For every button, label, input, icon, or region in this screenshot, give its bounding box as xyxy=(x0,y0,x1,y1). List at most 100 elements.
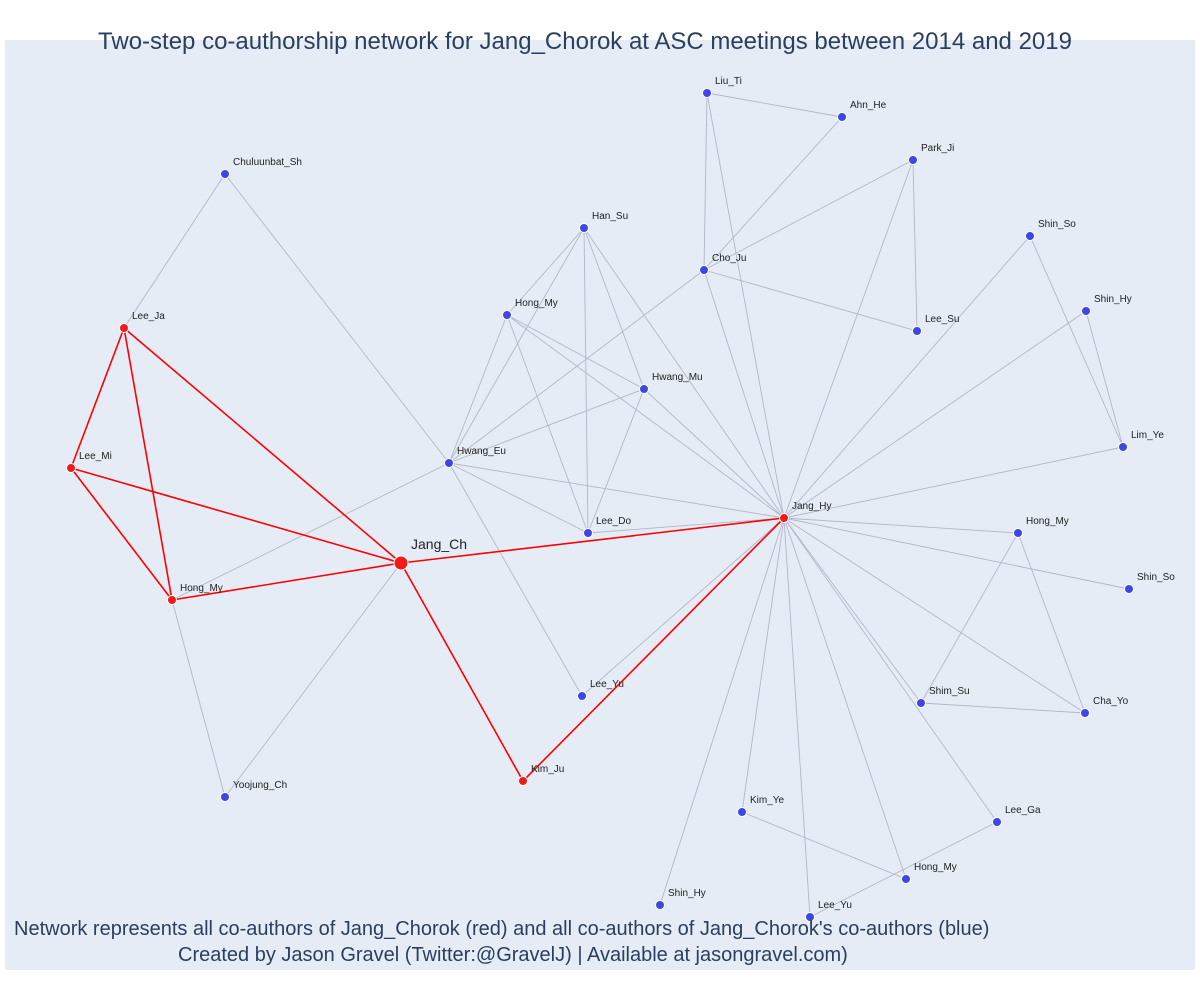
node-label-liu_ti: Liu_Ti xyxy=(715,76,742,87)
edge-shin_so_r-jang_hy xyxy=(783,517,1130,590)
edge-hong_my_r-shim_su xyxy=(920,532,1019,704)
node-label-hwang_eu: Hwang_Eu xyxy=(457,446,506,457)
node-label-hwang_mu: Hwang_Mu xyxy=(652,372,703,383)
edge-hwang_eu-cho_ju xyxy=(448,269,705,464)
node-lee_mi[interactable] xyxy=(66,463,76,473)
node-label-shin_so_t: Shin_So xyxy=(1038,219,1076,230)
edge-hong_my_l-yoojung_ch xyxy=(171,599,226,798)
node-label-jang_hy: Jang_Hy xyxy=(792,501,831,512)
edge-lee_ja-lee_mi xyxy=(70,327,125,469)
edge-hong_my_b-jang_hy xyxy=(783,517,907,880)
node-label-lim_ye: Lim_Ye xyxy=(1131,430,1164,441)
node-park_ji[interactable] xyxy=(908,155,918,165)
node-hwang_mu[interactable] xyxy=(639,384,649,394)
node-lee_yu_c[interactable] xyxy=(577,691,587,701)
edge-hong_my_r-jang_hy xyxy=(783,517,1019,534)
node-cho_ju[interactable] xyxy=(699,265,709,275)
edge-shin_hy_b-jang_hy xyxy=(659,517,785,906)
node-hong_my_c[interactable] xyxy=(502,310,512,320)
edge-lee_do-jang_hy xyxy=(587,517,785,534)
edge-jang_ch-kim_ju xyxy=(400,562,524,782)
node-shin_so_r[interactable] xyxy=(1124,584,1134,594)
node-layer xyxy=(66,88,1134,922)
edge-liu_ti-ahn_he xyxy=(706,92,843,118)
node-label-hong_my_l: Hong_My xyxy=(180,583,223,594)
node-shin_hy_b[interactable] xyxy=(655,900,665,910)
node-ahn_he[interactable] xyxy=(837,112,847,122)
edge-han_su-lee_do xyxy=(583,227,589,534)
node-label-lee_yu_b: Lee_Yu xyxy=(818,900,852,911)
edge-shin_hy_t-jang_hy xyxy=(783,310,1087,519)
node-label-chuluunbat_sh: Chuluunbat_Sh xyxy=(233,157,302,168)
edge-lee_ga-lee_yu_b xyxy=(809,821,998,918)
node-hong_my_b[interactable] xyxy=(901,874,911,884)
node-lee_do[interactable] xyxy=(583,528,593,538)
node-label-shin_so_r: Shin_So xyxy=(1137,572,1175,583)
node-label-hong_my_b: Hong_My xyxy=(914,862,957,873)
edge-park_ji-lee_su xyxy=(912,159,918,332)
edge-shin_so_t-lim_ye xyxy=(1029,235,1124,448)
node-lee_yu_b[interactable] xyxy=(805,912,815,922)
edge-han_su-hwang_mu xyxy=(583,227,645,390)
edge-lee_yu_c-jang_hy xyxy=(581,517,785,697)
node-shin_so_t[interactable] xyxy=(1025,231,1035,241)
node-chuluunbat_sh[interactable] xyxy=(220,169,230,179)
edge-lee_yu_b-jang_hy xyxy=(783,517,811,918)
node-lee_su[interactable] xyxy=(912,326,922,336)
edge-shin_hy_t-lim_ye xyxy=(1085,310,1124,448)
node-label-lee_yu_c: Lee_Yu xyxy=(590,679,624,690)
edge-shin_so_t-jang_hy xyxy=(783,235,1031,519)
node-jang_ch[interactable] xyxy=(393,555,409,571)
node-han_su[interactable] xyxy=(579,223,589,233)
node-label-shim_su: Shim_Su xyxy=(929,686,970,697)
node-label-lee_su: Lee_Su xyxy=(925,314,959,325)
edge-lee_ga-jang_hy xyxy=(783,517,998,823)
node-yoojung_ch[interactable] xyxy=(220,792,230,802)
node-jang_hy[interactable] xyxy=(779,513,789,523)
edge-jang_ch-lee_ja xyxy=(123,327,402,564)
edge-hwang_eu-hwang_mu xyxy=(448,388,645,464)
node-label-lee_mi: Lee_Mi xyxy=(79,451,112,462)
node-label-hong_my_r: Hong_My xyxy=(1026,516,1069,527)
edge-shim_su-jang_hy xyxy=(783,517,922,704)
edge-kim_ju-jang_hy xyxy=(522,517,785,782)
node-cha_yo[interactable] xyxy=(1080,708,1090,718)
caption-line-1: Network represents all co-authors of Jan… xyxy=(14,918,990,940)
edge-lee_ja-hong_my_l xyxy=(123,327,173,601)
node-label-lee_ja: Lee_Ja xyxy=(132,311,165,322)
node-label-lee_do: Lee_Do xyxy=(596,516,631,527)
edge-kim_ye-jang_hy xyxy=(741,517,785,813)
node-kim_ju[interactable] xyxy=(518,776,528,786)
edge-park_ji-jang_hy xyxy=(783,159,914,519)
node-label-kim_ye: Kim_Ye xyxy=(750,795,785,806)
edge-hwang_eu-lee_yu_c xyxy=(448,462,583,697)
edge-chuluunbat_sh-hwang_eu xyxy=(224,173,450,464)
edge-hong_my_c-jang_hy xyxy=(506,314,785,519)
node-shim_su[interactable] xyxy=(916,698,926,708)
edge-hwang_mu-jang_hy xyxy=(643,388,785,519)
node-label-shin_hy_b: Shin_Hy xyxy=(668,888,706,899)
edge-lim_ye-jang_hy xyxy=(783,446,1124,519)
edge-hwang_mu-lee_do xyxy=(587,388,645,534)
edge-jang_ch-hong_my_l xyxy=(171,562,402,601)
edge-han_su-jang_hy xyxy=(583,227,785,519)
edge-yoojung_ch-jang_ch xyxy=(224,562,402,798)
edge-hong_my_c-hwang_mu xyxy=(506,314,645,390)
node-hong_my_r[interactable] xyxy=(1013,528,1023,538)
node-lee_ga[interactable] xyxy=(992,817,1002,827)
node-hwang_eu[interactable] xyxy=(444,458,454,468)
label-layer: Jang_Ch Lee_Ja Lee_Mi Hong_My Kim_Ju Jang_Hy C… xyxy=(79,76,1175,911)
edge-shim_su-cha_yo xyxy=(920,702,1086,714)
edge-layer xyxy=(70,92,1130,918)
node-label-cha_yo: Cha_Yo xyxy=(1093,696,1129,707)
edge-jang_ch-lee_mi xyxy=(70,467,402,564)
node-shin_hy_t[interactable] xyxy=(1081,306,1091,316)
node-lee_ja[interactable] xyxy=(119,323,129,333)
edge-jang_ch-jang_hy xyxy=(400,517,785,564)
node-hong_my_l[interactable] xyxy=(167,595,177,605)
node-label-shin_hy_t: Shin_Hy xyxy=(1094,294,1132,305)
node-liu_ti[interactable] xyxy=(702,88,712,98)
node-kim_ye[interactable] xyxy=(737,807,747,817)
node-lim_ye[interactable] xyxy=(1118,442,1128,452)
